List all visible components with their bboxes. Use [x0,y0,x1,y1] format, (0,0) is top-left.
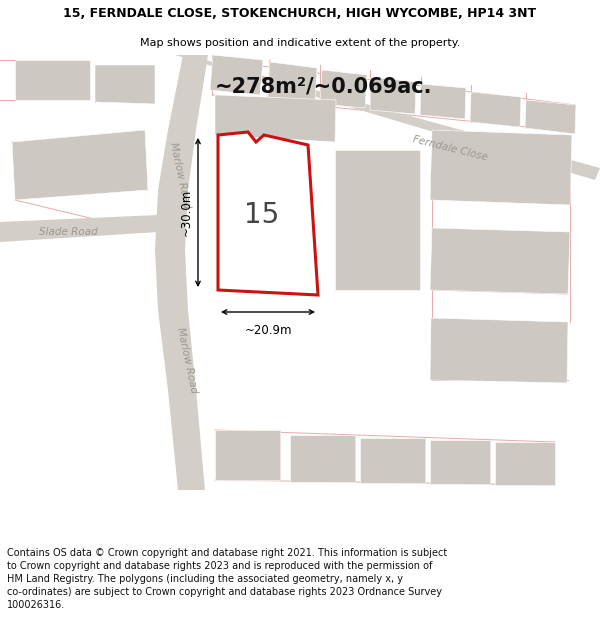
Polygon shape [95,65,155,104]
Polygon shape [218,132,318,295]
Polygon shape [210,55,263,95]
Text: Marlow Road: Marlow Road [168,141,192,209]
Polygon shape [430,228,570,294]
Text: 15: 15 [244,201,280,229]
Text: 15, FERNDALE CLOSE, STOKENCHURCH, HIGH WYCOMBE, HP14 3NT: 15, FERNDALE CLOSE, STOKENCHURCH, HIGH W… [64,8,536,20]
Bar [0,541,600,625]
Text: ~20.9m: ~20.9m [244,324,292,337]
Text: to Crown copyright and database rights 2023 and is reproduced with the permissio: to Crown copyright and database rights 2… [7,561,433,571]
Text: ~30.0m: ~30.0m [180,189,193,236]
Text: Ferndale Close: Ferndale Close [412,134,488,162]
Polygon shape [290,435,355,482]
Text: HM Land Registry. The polygons (including the associated geometry, namely x, y: HM Land Registry. The polygons (includin… [7,574,403,584]
Polygon shape [155,55,208,490]
Text: ~278m²/~0.069ac.: ~278m²/~0.069ac. [215,77,433,97]
Polygon shape [430,440,490,484]
Polygon shape [215,430,280,480]
Text: co-ordinates) are subject to Crown copyright and database rights 2023 Ordnance S: co-ordinates) are subject to Crown copyr… [7,587,442,597]
Text: Map shows position and indicative extent of the property.: Map shows position and indicative extent… [140,38,460,48]
Polygon shape [360,438,425,483]
Polygon shape [470,92,521,127]
Polygon shape [0,215,158,242]
Text: 100026316.: 100026316. [7,600,65,610]
Polygon shape [430,130,572,205]
Text: Contains OS data © Crown copyright and database right 2021. This information is : Contains OS data © Crown copyright and d… [7,548,448,558]
Polygon shape [525,100,576,134]
Polygon shape [215,95,336,142]
Polygon shape [175,55,600,180]
Polygon shape [430,318,568,383]
Polygon shape [495,442,555,485]
Polygon shape [370,77,416,114]
Polygon shape [335,150,420,290]
Text: Slade Road: Slade Road [38,227,97,237]
Text: Marlow Road: Marlow Road [175,326,199,394]
Polygon shape [12,130,148,200]
Polygon shape [15,60,90,100]
Polygon shape [320,70,367,108]
Polygon shape [268,62,317,102]
Polygon shape [420,84,466,119]
